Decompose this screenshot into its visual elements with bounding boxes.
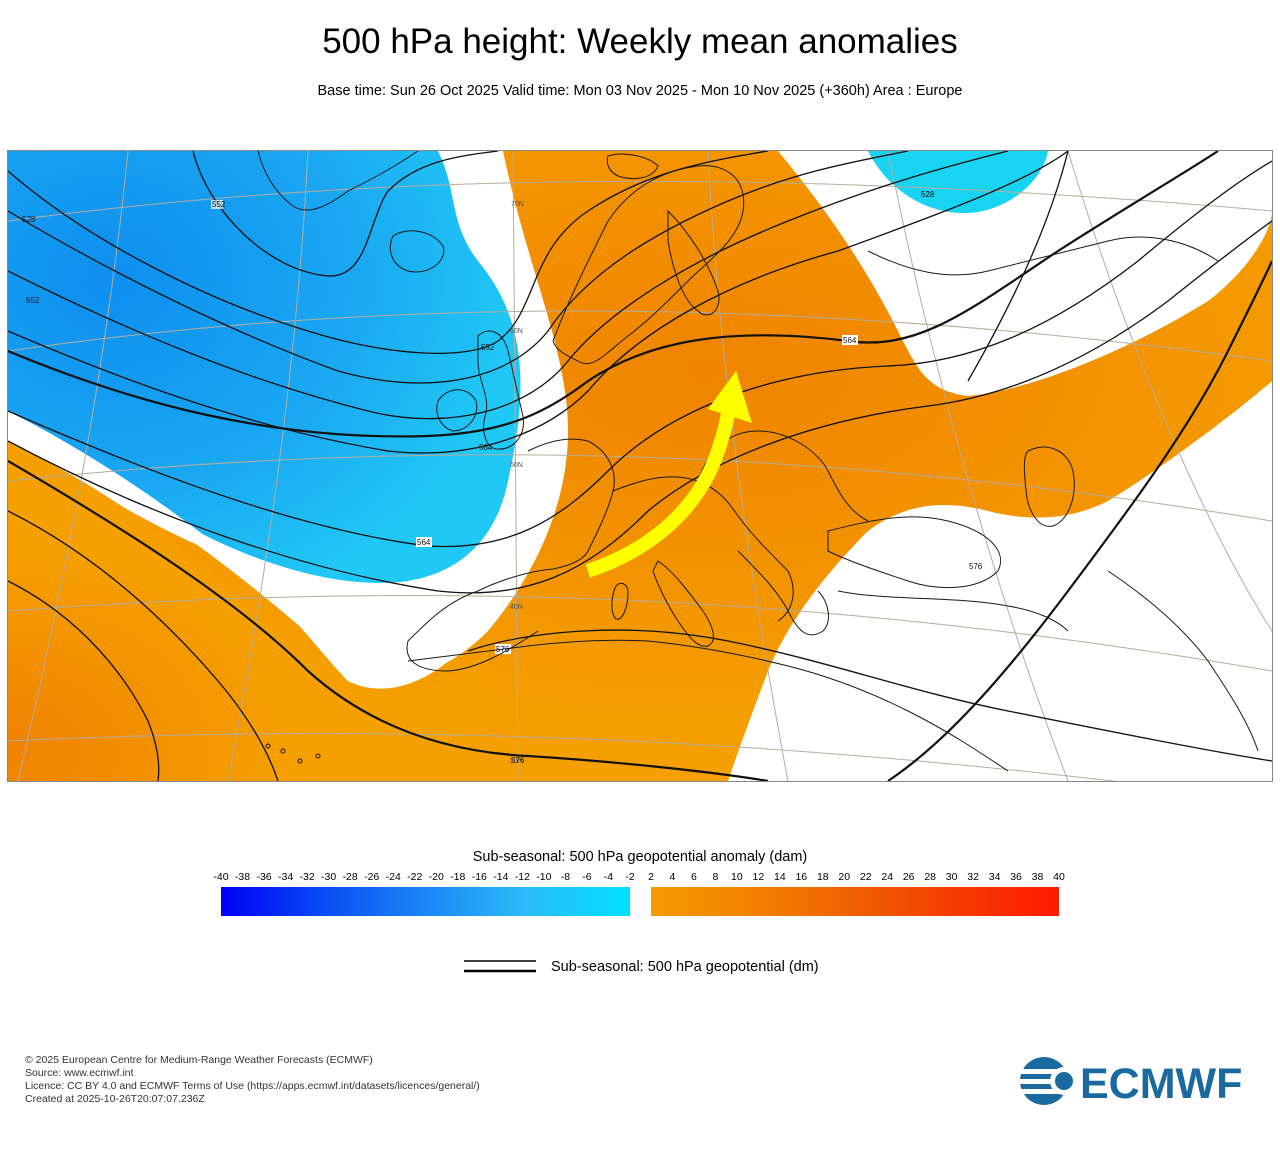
contour-label: 528	[921, 190, 935, 199]
colorbar-tick-label: 22	[859, 871, 872, 883]
height-contours	[8, 151, 1272, 781]
colorbar-tick-label: -2	[625, 871, 635, 883]
colorbar-positive	[651, 887, 1059, 916]
footer-line: Licence: CC BY 4.0 and ECMWF Terms of Us…	[25, 1080, 480, 1092]
contour-key-label: Sub-seasonal: 500 hPa geopotential (dm)	[551, 959, 819, 975]
colorbar-tick-label: -18	[450, 871, 466, 883]
footer-line: Created at 2025-10-26T20:07:07.236Z	[25, 1093, 205, 1105]
colorbar-tick-label: -12	[514, 871, 530, 883]
graticule-label: 70N	[511, 201, 524, 208]
colorbar-negative	[221, 887, 630, 916]
contour-label: 564	[479, 443, 493, 452]
colorbar-tick-label: -26	[364, 871, 380, 883]
footer-line: © 2025 European Centre for Medium-Range …	[25, 1054, 373, 1066]
contour-label: 564	[843, 336, 857, 345]
positive-anomaly-area-sw	[8, 441, 488, 781]
graticule-label: 60N	[510, 328, 523, 335]
colorbar-tick-label: -16	[471, 871, 487, 883]
colorbar-tick-label: -34	[277, 871, 294, 883]
colorbar-tick-label: -6	[582, 871, 592, 883]
colorbar-tick-label: 2	[648, 871, 654, 883]
colorbar-tick-label: 12	[752, 871, 765, 883]
contour-key-lines	[464, 960, 536, 973]
colorbar-tick-label: -30	[321, 871, 337, 883]
ecmwf-logo: ECMWF	[1020, 1057, 1242, 1107]
colorbar-tick-label: 6	[691, 871, 697, 883]
colorbar-tick-label: -4	[603, 871, 614, 883]
colorbar-tick-label: 28	[924, 871, 936, 883]
contour-label: 552	[212, 200, 226, 209]
neutral-area-west	[8, 411, 518, 689]
colorbar-tick-label: 36	[1010, 871, 1022, 883]
colorbar-tick-label: 4	[669, 871, 676, 883]
chart-subtitle: Base time: Sun 26 Oct 2025 Valid time: M…	[317, 83, 963, 99]
contour-label: 576	[511, 756, 525, 765]
colorbar-tick-label: -32	[299, 871, 315, 883]
positive-anomaly-area	[8, 151, 1272, 781]
colorbar-tick-label: -14	[493, 871, 509, 883]
ecmwf-logo-text: ECMWF	[1080, 1060, 1242, 1107]
colorbar-tick-label: -20	[428, 871, 444, 883]
colorbar-tick-label: -40	[213, 871, 229, 883]
coastlines	[257, 151, 1259, 772]
graticule	[8, 151, 1272, 781]
colorbar-tick-label: 20	[838, 871, 851, 883]
graticule-label: 30N	[510, 758, 523, 765]
colorbar-tick-label: -38	[234, 871, 251, 883]
colorbar-tick-label: 8	[712, 871, 719, 883]
colorbar-tick-label: 32	[967, 871, 979, 883]
colorbar-tick-label: -36	[256, 871, 272, 883]
colorbar-tick-label: 40	[1053, 871, 1065, 883]
colorbar-tick-label: -24	[385, 871, 401, 883]
colorbar-tick-label: 26	[902, 871, 915, 883]
contour-labels: 552 528 552 564 564 552 564 576 576 528 …	[22, 190, 983, 765]
colorbar-tick-label: 30	[945, 871, 958, 883]
colorbar-tick-label: 34	[988, 871, 1001, 883]
contour-label: 552	[26, 296, 40, 305]
colorbar-tick-label: 14	[773, 871, 786, 883]
colorbar-tick-label: -10	[536, 871, 552, 883]
contour-label: 576	[969, 562, 983, 571]
yellow-curved-arrow	[585, 371, 752, 578]
footer-credits: © 2025 European Centre for Medium-Range …	[25, 1054, 480, 1106]
chart-title: 500 hPa height: Weekly mean anomalies	[322, 22, 958, 61]
negative-anomaly-area-ne	[868, 151, 1048, 214]
anomaly-map: 552 528 552 564 564 552 564 576 576 528 …	[7, 150, 1273, 782]
colorbar-ticks: -40 -38 -36 -34 -32 -30 -28 -26 -24 -22 -20 -18 -16-…	[0, 871, 1280, 885]
colorbar-tick-label: -22	[407, 871, 423, 883]
colorbar-tick-label: 16	[795, 871, 808, 883]
colorbar-tick-label: -8	[560, 871, 571, 883]
graticule-label: 40N	[510, 604, 523, 611]
contour-label: 528	[22, 215, 36, 224]
ecmwf-logo-mark	[1020, 1057, 1078, 1105]
footer-line: Source: www.ecmwf.int	[25, 1067, 134, 1079]
colorbar-tick-label: 24	[881, 871, 894, 883]
contour-label: 564	[417, 538, 431, 547]
contour-label: 552	[481, 343, 495, 352]
colorbar-tick-label: 18	[816, 871, 829, 883]
colorbar-tick-label: 10	[731, 871, 743, 883]
colorbar-tick-label: -28	[342, 871, 358, 883]
colorbar-tick-label: 38	[1031, 871, 1044, 883]
graticule-label: 50N	[510, 462, 523, 469]
colorbar-title: Sub-seasonal: 500 hPa geopotential anoma…	[472, 849, 808, 865]
graticule-labels: 70N 60N 50N 40N 30N	[510, 201, 524, 765]
